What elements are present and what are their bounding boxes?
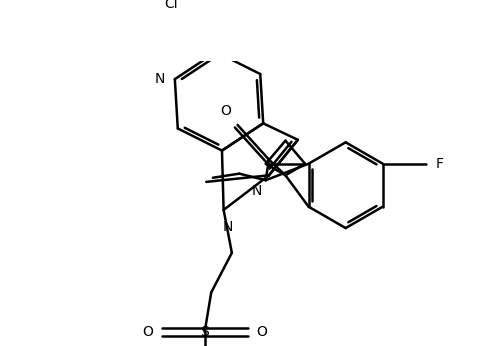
Text: S: S	[200, 325, 209, 339]
Text: Cl: Cl	[164, 0, 178, 11]
Text: N: N	[222, 220, 232, 234]
Text: N: N	[154, 72, 165, 86]
Text: O: O	[220, 104, 230, 118]
Text: N: N	[251, 184, 261, 198]
Text: O: O	[142, 325, 153, 339]
Text: F: F	[435, 157, 443, 171]
Text: O: O	[255, 325, 266, 339]
